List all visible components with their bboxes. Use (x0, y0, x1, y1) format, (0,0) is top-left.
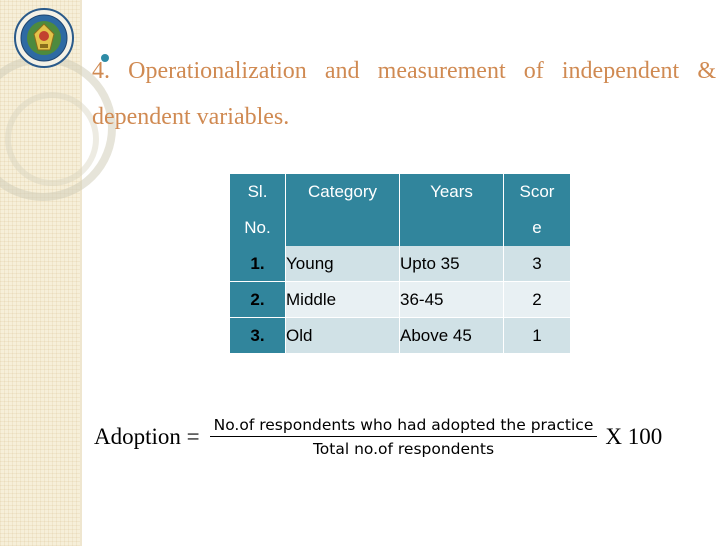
row-category: Middle (285, 281, 400, 318)
header-score-line2: e (532, 218, 542, 237)
header-score-line1: Scor (519, 182, 555, 201)
row-serial: 1. (230, 246, 286, 282)
row-category: Young (285, 246, 400, 282)
row-score: 1 (503, 317, 570, 354)
age-category-table: Sl. No. Category Years Scor e (230, 174, 570, 354)
side-panel-divider (80, 0, 82, 546)
slide-title: 4. Operationalization and measurement of… (92, 58, 716, 130)
table-row: 1. Young Upto 35 3 (230, 246, 570, 282)
header-years: Years (399, 174, 504, 246)
header-score: Scor e (503, 174, 570, 246)
formula-fraction: No.of respondents who had adopted the pr… (209, 415, 598, 459)
formula-denominator: Total no.of respondents (312, 440, 495, 459)
header-category-label: Category (308, 182, 377, 201)
decorative-ring-small (5, 92, 99, 186)
header-serial-line1: Sl. (247, 182, 268, 201)
row-score: 3 (503, 246, 570, 282)
header-serial-line2: No. (244, 218, 271, 237)
table-row: 2. Middle 36-45 2 (230, 281, 570, 318)
table-header-row: Sl. No. Category Years Scor e (230, 174, 570, 246)
fraction-bar (209, 435, 598, 438)
row-score: 2 (503, 281, 570, 318)
adoption-formula: Adoption = No.of respondents who had ado… (94, 412, 662, 462)
header-years-label: Years (430, 182, 473, 201)
row-serial: 3. (230, 317, 286, 354)
university-seal-logo (14, 8, 74, 68)
row-serial: 2. (230, 281, 286, 318)
row-years: Above 45 (399, 317, 504, 354)
row-category: Old (285, 317, 400, 354)
row-years: Upto 35 (399, 246, 504, 282)
row-years: 36-45 (399, 281, 504, 318)
header-serial-number: Sl. No. (230, 174, 286, 246)
header-category: Category (285, 174, 400, 246)
formula-multiplier: X 100 (605, 424, 663, 449)
formula-lhs: Adoption = (94, 424, 200, 449)
formula-numerator: No.of respondents who had adopted the pr… (213, 415, 594, 434)
table-row: 3. Old Above 45 1 (230, 317, 570, 354)
title-bullet (101, 54, 109, 62)
